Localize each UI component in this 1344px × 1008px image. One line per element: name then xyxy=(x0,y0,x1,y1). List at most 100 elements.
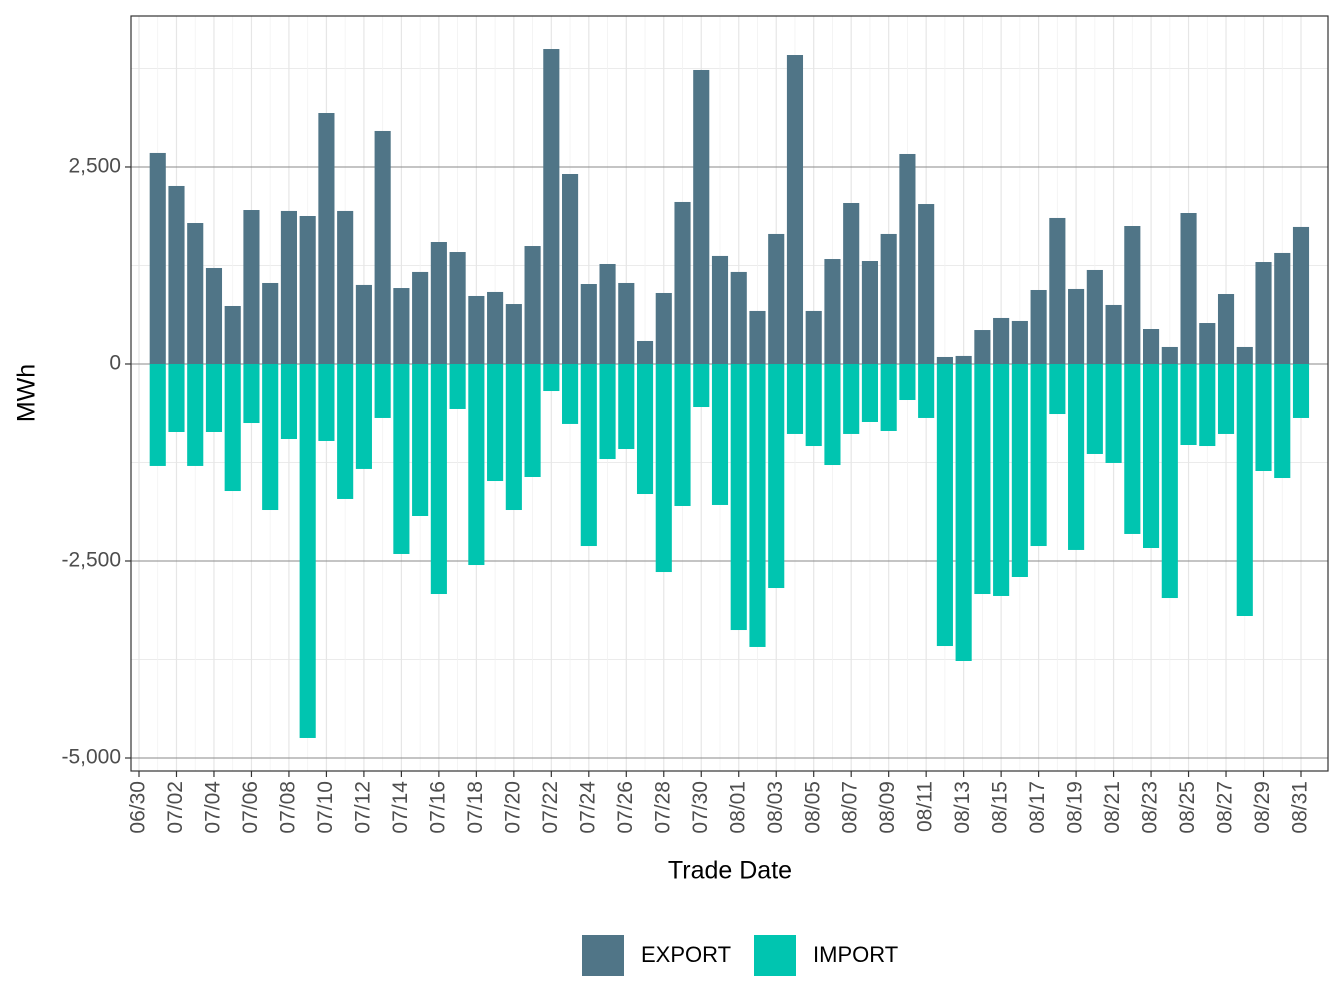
bar xyxy=(768,233,785,364)
bar xyxy=(693,69,710,364)
bar xyxy=(655,363,672,573)
bar xyxy=(262,282,279,364)
bar xyxy=(1105,304,1122,364)
x-tick-label: 08/15 xyxy=(989,781,1012,834)
bar xyxy=(1124,226,1141,364)
bar xyxy=(1049,217,1066,364)
x-tick-label: 07/16 xyxy=(426,781,449,834)
bar xyxy=(955,363,972,661)
bar xyxy=(355,284,372,364)
x-tick-label: 08/13 xyxy=(951,781,974,834)
bar xyxy=(1143,329,1160,364)
legend: EXPORT IMPORT xyxy=(582,935,898,976)
bar xyxy=(824,363,841,466)
bar xyxy=(168,363,185,432)
bar xyxy=(562,173,579,364)
x-tick-label: 08/23 xyxy=(1139,781,1162,834)
bar xyxy=(1030,289,1047,364)
bar xyxy=(899,153,916,364)
bar xyxy=(861,260,878,364)
bar xyxy=(243,363,260,424)
bar xyxy=(505,304,522,364)
bar xyxy=(430,363,447,595)
bar xyxy=(280,210,297,364)
bar xyxy=(1086,269,1103,364)
bar xyxy=(1068,363,1085,550)
bar xyxy=(430,242,447,364)
bar xyxy=(861,363,878,422)
bar xyxy=(543,49,560,364)
bar xyxy=(655,292,672,364)
bar xyxy=(936,363,953,647)
bar xyxy=(1049,363,1066,415)
bar xyxy=(1199,323,1216,364)
bar xyxy=(187,223,204,364)
bar xyxy=(918,363,935,418)
x-tick-label: 07/04 xyxy=(202,781,225,834)
bar xyxy=(974,330,991,364)
bar xyxy=(299,363,316,738)
bar xyxy=(843,202,860,364)
x-tick-label: 07/24 xyxy=(576,781,599,834)
bar xyxy=(711,363,729,505)
bar xyxy=(1124,363,1141,534)
x-tick-label: 08/11 xyxy=(914,781,937,832)
bar xyxy=(1086,363,1103,454)
bar xyxy=(730,363,747,631)
x-tick-label: 08/17 xyxy=(1026,781,1049,834)
bar xyxy=(899,363,916,401)
bar xyxy=(355,363,372,469)
bar xyxy=(524,363,541,477)
x-tick-label: 07/06 xyxy=(239,781,262,834)
axes: -5,000 -2,500 0 2,500 06/30 07/02 07/04 07/06 07… xyxy=(61,155,1311,834)
bar xyxy=(1030,363,1047,547)
bar xyxy=(1236,346,1253,364)
y-axis-title: MWh xyxy=(13,364,41,422)
bar xyxy=(224,363,241,492)
y-tick-label: 2,500 xyxy=(68,155,121,178)
panel-border xyxy=(130,15,1329,772)
bar xyxy=(1274,363,1291,479)
bar xyxy=(299,215,316,364)
bar xyxy=(1255,363,1272,472)
bar xyxy=(580,363,597,547)
x-tick-label: 07/20 xyxy=(501,781,524,834)
bar xyxy=(393,363,410,554)
bar xyxy=(449,252,466,364)
x-tick-label: 07/26 xyxy=(614,781,637,834)
bar xyxy=(843,363,860,434)
bar xyxy=(1217,363,1235,434)
bar xyxy=(1161,363,1178,599)
bar xyxy=(880,363,897,431)
bar xyxy=(1011,320,1028,364)
bar xyxy=(1255,262,1272,364)
x-tick-label: 08/07 xyxy=(839,781,862,834)
bar xyxy=(205,363,223,432)
x-axis-title: Trade Date xyxy=(668,857,792,885)
bar xyxy=(1068,288,1085,364)
x-tick-label: 08/03 xyxy=(764,781,787,834)
bar xyxy=(449,363,466,409)
x-tick-label: 07/30 xyxy=(689,781,712,834)
bar xyxy=(599,263,616,364)
bar xyxy=(749,363,766,647)
bar xyxy=(1143,363,1160,548)
bar xyxy=(805,363,822,447)
bar xyxy=(749,310,766,364)
x-tick-label: 07/12 xyxy=(351,781,374,834)
x-tick-label: 08/19 xyxy=(1064,781,1087,834)
bar xyxy=(524,246,541,364)
x-tick-label: 08/05 xyxy=(801,781,824,834)
y-tick-label: -2,500 xyxy=(61,549,121,572)
x-tick-label: 08/27 xyxy=(1214,781,1237,834)
bar xyxy=(1274,252,1291,364)
x-tick-label: 07/14 xyxy=(389,781,412,834)
x-tick-label: 06/30 xyxy=(127,781,150,834)
bar xyxy=(280,363,297,440)
bar xyxy=(468,295,485,364)
bar xyxy=(205,268,223,364)
bar xyxy=(993,363,1010,596)
legend-label: IMPORT xyxy=(813,942,898,967)
bar xyxy=(730,271,747,364)
